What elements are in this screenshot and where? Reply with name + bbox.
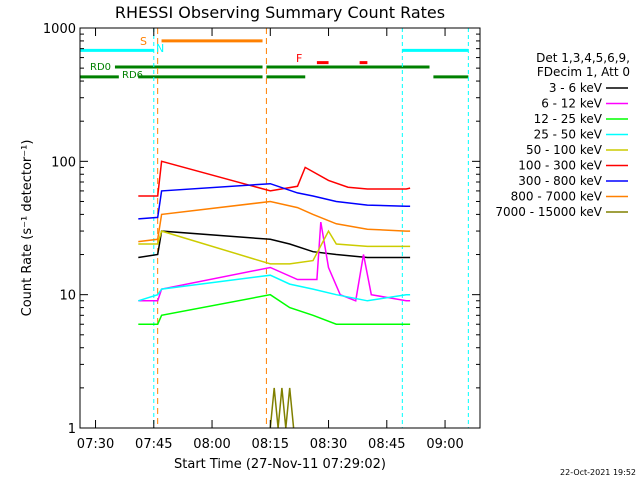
legend-header-line-1: Det 1,3,4,5,6,9, — [536, 51, 630, 65]
axis-ticks: 07:30 07:45 08:00 08:15 08:30 08:45 09:00 1 10 10… — [43, 22, 480, 452]
series-line-3 — [138, 274, 411, 302]
legend-label-5: 100 - 300 keV — [518, 159, 602, 173]
series-line-4 — [138, 229, 411, 265]
legend-label-7: 800 - 7000 keV — [511, 190, 603, 204]
y-tick-label-2: 100 — [51, 155, 76, 170]
legend-label-2: 12 - 25 keV — [534, 112, 603, 126]
series-line-0 — [138, 230, 411, 259]
chart-title: RHESSI Observing Summary Count Rates — [115, 3, 445, 22]
legend-label-3: 25 - 50 keV — [534, 128, 603, 142]
y-tick-label-1: 10 — [59, 289, 76, 304]
flag-label-f: F — [296, 52, 302, 65]
generation-timestamp: 22-Oct-2021 19:52 — [560, 468, 636, 477]
legend-label-1: 6 - 12 keV — [541, 97, 603, 111]
legend-header-line-2: FDecim 1, Att 0 — [537, 65, 630, 79]
y-tick-label-3: 1000 — [43, 22, 76, 37]
y-axis-label: Count Rate (s⁻¹ detector⁻¹) — [20, 140, 35, 317]
series-line-5 — [138, 160, 411, 197]
flag-labels: S N F RD0 RD6 — [90, 35, 302, 81]
flag-label-s: S — [140, 35, 147, 48]
x-axis-label: Start Time (27-Nov-11 07:29:02) — [174, 457, 386, 472]
legend-label-0: 3 - 6 keV — [549, 81, 603, 95]
flag-label-n: N — [156, 42, 164, 55]
flag-label-rd0: RD0 — [90, 62, 111, 73]
series-line-6 — [138, 182, 411, 220]
series-line-8 — [269, 387, 295, 429]
flag-label-rd6: RD6 — [122, 70, 143, 81]
series-lines — [138, 160, 411, 429]
x-tick-label-0: 07:30 — [77, 437, 114, 452]
x-tick-label-2: 08:00 — [193, 437, 230, 452]
series-line-2 — [138, 293, 411, 325]
series-line-1 — [138, 221, 411, 302]
x-tick-label-5: 08:45 — [368, 437, 405, 452]
series-line-7 — [138, 200, 411, 243]
x-tick-label-3: 08:15 — [252, 437, 289, 452]
legend-label-8: 7000 - 15000 keV — [495, 205, 602, 219]
x-tick-label-1: 07:45 — [135, 437, 172, 452]
legend-label-6: 300 - 800 keV — [518, 174, 602, 188]
x-tick-label-6: 09:00 — [426, 437, 463, 452]
legend: Det 1,3,4,5,6,9, FDecim 1, Att 0 3 - 6 k… — [495, 51, 630, 219]
y-tick-label-0: 1 — [68, 422, 76, 437]
plot-frame — [79, 27, 481, 429]
legend-label-4: 50 - 100 keV — [526, 143, 603, 157]
x-tick-label-4: 08:30 — [310, 437, 347, 452]
